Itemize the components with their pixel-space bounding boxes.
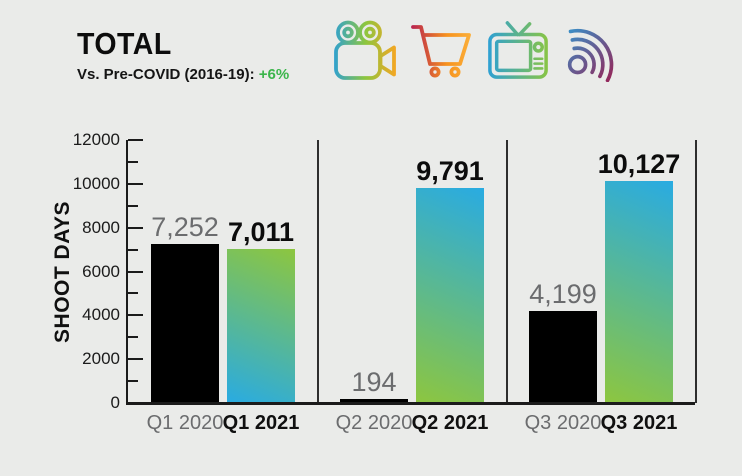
y-tick-label: 6000 xyxy=(82,261,120,281)
page-title: TOTAL xyxy=(77,26,172,61)
x-axis-label-q3-2021: Q3 2021 xyxy=(600,412,678,434)
bar-q1-2021 xyxy=(227,249,295,403)
y-tick-label: 10000 xyxy=(72,173,120,193)
x-axis-label-q1-2021: Q1 2021 xyxy=(222,412,300,434)
subtitle-percentage: +6% xyxy=(258,66,290,83)
y-minor-tick xyxy=(128,292,138,295)
bar-q3-2020 xyxy=(529,310,597,403)
value-label-q2-2020: 194 xyxy=(351,366,397,397)
group-separator xyxy=(317,140,319,403)
y-major-tick xyxy=(128,226,143,229)
y-minor-tick xyxy=(128,336,138,339)
value-label-q3-2021: 10,127 xyxy=(597,149,681,180)
bar-q2-2020 xyxy=(340,398,408,403)
y-minor-tick xyxy=(128,204,138,207)
y-major-tick xyxy=(128,182,143,185)
y-tick-label: 0 xyxy=(110,393,120,412)
y-tick-label: 4000 xyxy=(82,305,120,325)
film-camera-icon xyxy=(334,20,396,80)
broadcast-signal-icon xyxy=(567,28,614,82)
y-tick-label: 2000 xyxy=(82,349,120,369)
y-axis-line xyxy=(126,140,128,405)
pre-covid-comparison: Vs. Pre-COVID (2016-19): +6% xyxy=(77,66,289,83)
y-minor-tick xyxy=(128,380,138,383)
category-icons xyxy=(332,20,630,82)
y-major-tick xyxy=(128,139,143,141)
x-axis-label-q2-2020: Q2 2020 xyxy=(335,412,413,434)
y-major-tick xyxy=(128,270,143,273)
x-axis-label-q2-2021: Q2 2021 xyxy=(411,412,489,434)
bar-q2-2021 xyxy=(416,188,484,403)
plot-right-border xyxy=(695,140,697,403)
y-tick-label: 8000 xyxy=(82,217,120,237)
y-minor-tick xyxy=(128,160,138,163)
y-minor-tick xyxy=(128,248,138,251)
bar-q1-2020 xyxy=(151,244,219,403)
x-axis-line xyxy=(126,401,695,405)
value-label-q1-2020: 7,252 xyxy=(151,212,219,243)
television-icon xyxy=(488,21,548,79)
y-tick-label: 12000 xyxy=(72,130,120,149)
shopping-cart-icon xyxy=(411,25,471,78)
value-label-q2-2021: 9,791 xyxy=(416,156,484,187)
y-major-tick xyxy=(128,314,143,317)
value-label-q1-2021: 7,011 xyxy=(227,217,295,248)
x-axis-label-q3-2020: Q3 2020 xyxy=(524,412,602,434)
bar-q3-2021 xyxy=(605,181,673,403)
subtitle-text: Vs. Pre-COVID (2016-19): xyxy=(77,66,259,83)
y-major-tick xyxy=(128,358,143,361)
group-separator xyxy=(506,140,508,403)
value-label-q3-2020: 4,199 xyxy=(529,278,597,309)
x-axis-label-q1-2020: Q1 2020 xyxy=(146,412,224,434)
